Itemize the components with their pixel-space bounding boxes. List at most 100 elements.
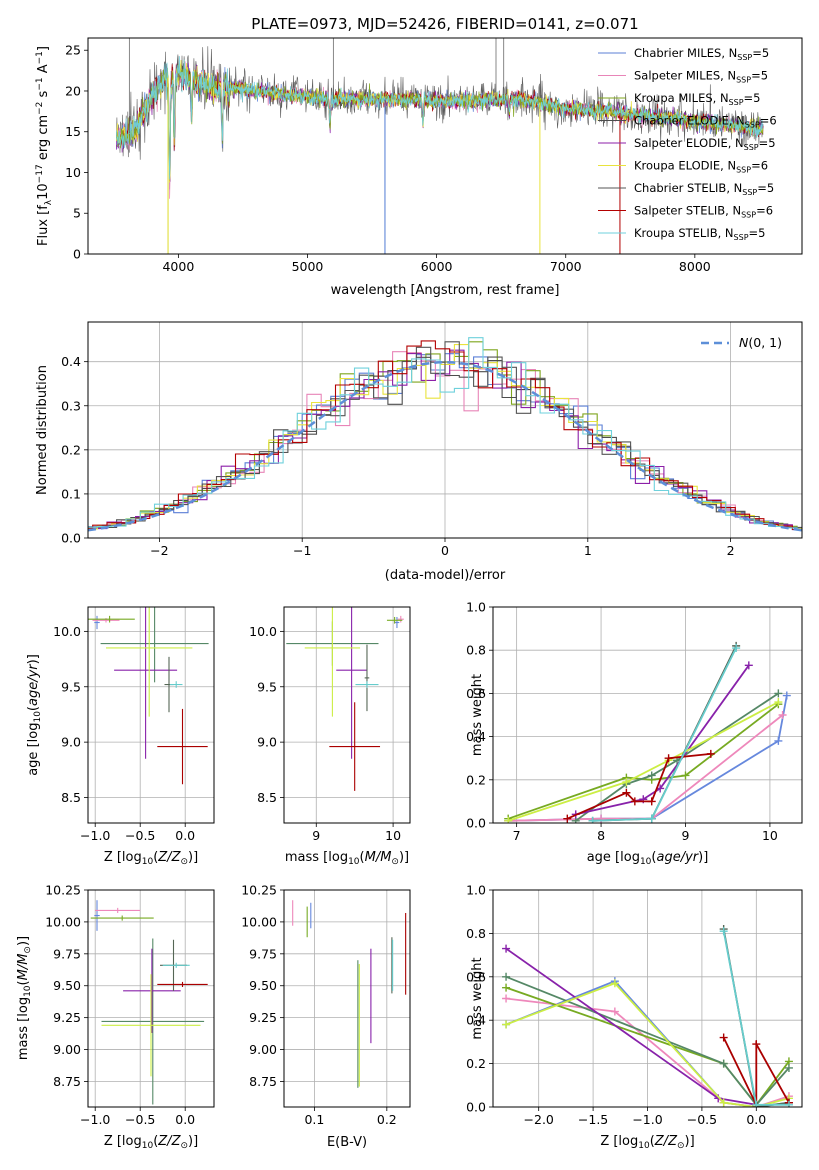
y-tick-label: 9.00 xyxy=(249,1042,277,1057)
weight-marker xyxy=(502,994,511,1003)
legend-entry: Kroupa MILES, NSSP=5 xyxy=(634,91,760,107)
weight-marker xyxy=(752,1040,761,1049)
weight-marker xyxy=(502,972,511,981)
x-tick-label: 0.0 xyxy=(175,828,195,843)
x-axis-label: E(B-V) xyxy=(327,1135,367,1150)
weight-series-line xyxy=(507,701,779,822)
weight-marker xyxy=(782,691,791,700)
axes-frame xyxy=(87,321,803,539)
axes-mass_vs_ebv: 0.1 0.2 8.75 9.00 9.25 9.50 9.75 10.00 10.25 E(B-… xyxy=(241,883,411,1150)
y-tick-label: 10.00 xyxy=(45,914,81,929)
x-tick-label: −0.5 xyxy=(125,828,155,843)
weight-marker xyxy=(784,1100,793,1107)
weight-lines xyxy=(502,925,793,1107)
weight-lines xyxy=(504,641,791,823)
x-tick-label: 0 xyxy=(441,543,449,558)
x-tick-label: 0.0 xyxy=(175,1112,195,1127)
weight-marker xyxy=(732,644,741,653)
x-axis-label: Z [log10(Z/Z⊙)] xyxy=(600,1134,694,1151)
spectrum-legend: Chabrier MILES, NSSP=5 Salpeter MILES, NS… xyxy=(598,46,777,242)
y-axis-label: mass weight xyxy=(470,674,485,756)
axes-massweight_vs_age: 7 8 9 10 0.0 0.2 0.4 0.6 0.8 1.0 age [log10(age/yr… xyxy=(466,600,803,867)
axes-age_vs_mass: 9 10 8.5 9.0 9.5 10.0 mass [log10(M/M⊙)] xyxy=(249,606,411,867)
y-tick-label: 10.25 xyxy=(241,883,277,898)
x-axis-label: (data-model)/error xyxy=(385,568,506,583)
weight-marker xyxy=(681,771,690,780)
y-tick-label: 10.00 xyxy=(241,914,277,929)
y-tick-label: 8.5 xyxy=(61,790,81,805)
x-tick-label: −1.5 xyxy=(578,1112,608,1127)
x-tick-label: 9 xyxy=(682,828,690,843)
figure-title: PLATE=0973, MJD=52426, FIBERID=0141, z=0… xyxy=(251,15,638,33)
x-tick-label: −0.5 xyxy=(687,1112,717,1127)
y-axis-label: mass weight xyxy=(470,957,485,1039)
y-tick-label: 0.2 xyxy=(466,1056,486,1071)
weight-marker xyxy=(502,1020,511,1029)
y-tick-label: 9.00 xyxy=(53,1042,81,1057)
errorbars xyxy=(88,607,209,785)
x-tick-label: 10 xyxy=(762,828,778,843)
x-tick-label: 0.1 xyxy=(304,1112,324,1127)
y-tick-label: 0.0 xyxy=(466,816,486,831)
y-tick-label: 0.0 xyxy=(61,531,81,546)
y-axis-label: Normed distribution xyxy=(35,365,50,495)
y-tick-label: 9.5 xyxy=(257,679,277,694)
y-tick-label: 0.2 xyxy=(466,772,486,787)
y-tick-label: 9.5 xyxy=(61,679,81,694)
x-tick-label: −2.0 xyxy=(524,1112,554,1127)
weight-marker xyxy=(630,797,639,806)
histogram-lines xyxy=(88,337,802,532)
y-tick-label: 0.6 xyxy=(466,686,486,701)
axes-frame xyxy=(492,606,803,824)
y-tick-label: 10 xyxy=(65,165,81,180)
x-tick-label: 0.2 xyxy=(377,1112,397,1127)
y-tick-label: 9.50 xyxy=(53,978,81,993)
y-tick-label: 9.0 xyxy=(257,735,277,750)
x-tick-label: 10 xyxy=(385,828,401,843)
x-axis-label: Z [log10(Z/Z⊙)] xyxy=(104,1134,198,1151)
weight-marker xyxy=(504,816,513,823)
x-tick-label: 4000 xyxy=(162,259,194,274)
x-tick-label: 6000 xyxy=(421,259,453,274)
weight-series-line xyxy=(566,753,711,820)
weight-marker xyxy=(647,797,656,806)
weight-marker xyxy=(719,1098,728,1107)
x-tick-label: −1 xyxy=(293,543,311,558)
weight-series-line xyxy=(505,975,790,1107)
legend-entry: Chabrier ELODIE, NSSP=6 xyxy=(634,114,777,130)
axes-frame xyxy=(87,606,215,824)
weight-marker xyxy=(622,788,631,797)
y-tick-label: 1.0 xyxy=(466,600,486,615)
weight-marker xyxy=(563,814,572,823)
x-tick-label: −0.5 xyxy=(125,1112,155,1127)
x-tick-label: 8 xyxy=(597,828,605,843)
y-tick-label: 10.0 xyxy=(53,624,81,639)
errorbars xyxy=(286,607,404,791)
legend-entry: Salpeter MILES, NSSP=5 xyxy=(634,69,768,85)
weight-marker xyxy=(622,777,631,786)
errorbars xyxy=(292,900,407,1088)
y-axis-label: mass [log10(M/M⊙)] xyxy=(16,936,33,1060)
y-tick-label: 9.50 xyxy=(249,978,277,993)
legend-entry: Chabrier MILES, NSSP=5 xyxy=(634,46,769,62)
axes-massweight_vs_Z: −2.0 −1.5 −1.0 −0.5 0.0 0.0 0.2 0.4 0.6 0.8 1.0 Z [… xyxy=(466,883,803,1151)
weight-marker xyxy=(664,754,673,763)
weight-marker xyxy=(774,689,783,698)
y-tick-label: 0.2 xyxy=(61,442,81,457)
axes-frame xyxy=(87,889,215,1108)
weight-marker xyxy=(719,1033,728,1042)
weight-marker xyxy=(784,1063,793,1072)
x-tick-label: −1.0 xyxy=(632,1112,662,1127)
x-tick-label: 9 xyxy=(312,828,320,843)
axes-frame xyxy=(87,37,803,255)
y-tick-label: 9.25 xyxy=(249,1010,277,1025)
x-tick-label: −1.0 xyxy=(80,828,110,843)
legend-entry: N(0, 1) xyxy=(739,335,782,350)
x-axis-label: wavelength [Angstrom, rest frame] xyxy=(331,283,560,298)
y-tick-label: 0.8 xyxy=(466,926,486,941)
spectrum-lines xyxy=(116,38,764,254)
y-tick-label: 10.25 xyxy=(45,883,81,898)
axes-frame xyxy=(283,889,411,1108)
x-tick-label: 7000 xyxy=(550,259,582,274)
